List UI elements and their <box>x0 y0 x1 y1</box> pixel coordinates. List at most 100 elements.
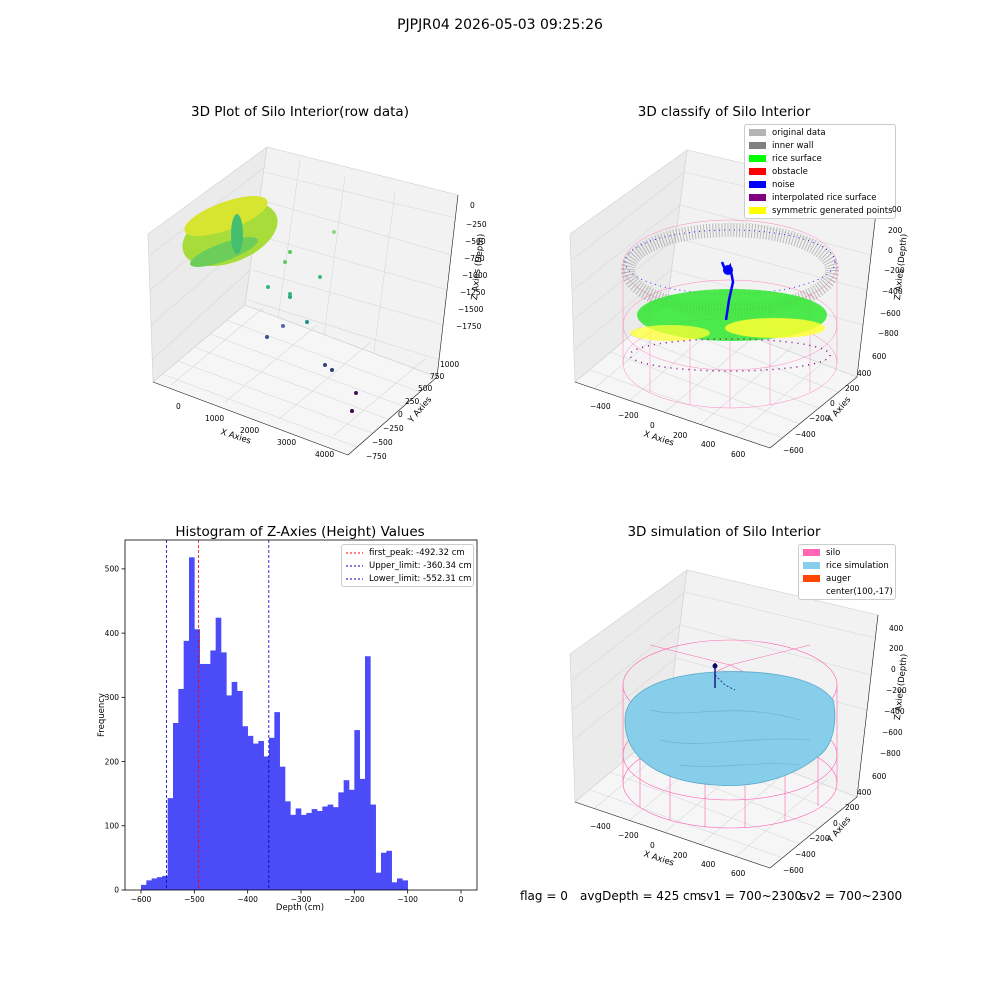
footer-avg-depth: avgDepth = 425 cm <box>580 889 702 903</box>
histogram-bar <box>349 789 355 890</box>
histogram-bar <box>226 695 232 890</box>
histogram-bar <box>258 741 264 890</box>
p2-interpolated-surface <box>629 338 831 372</box>
p2-legend: original data inner wall rice surface ob… <box>744 124 896 219</box>
legend-label: inner wall <box>772 140 814 151</box>
histogram-bar <box>167 798 174 890</box>
histogram-bar <box>151 878 158 890</box>
p4-auger <box>712 663 736 691</box>
p1-ytick: 250 <box>405 397 420 406</box>
x-tick-label: −600 <box>131 895 152 904</box>
p2-ztick: −600 <box>880 309 901 318</box>
x-tick-label: −100 <box>397 895 418 904</box>
p1-ytick: −500 <box>372 438 393 447</box>
swatch-center <box>803 588 820 595</box>
histogram-bar <box>333 807 339 890</box>
panel3-title: Histogram of Z-Axies (Height) Values <box>175 524 425 540</box>
p1-xtick: 0 <box>176 402 181 411</box>
legend-entry-inner-wall: inner wall <box>745 139 895 152</box>
p4-xtick: −200 <box>618 831 639 840</box>
p1-cloud-top <box>184 196 268 236</box>
histogram-bar <box>343 780 350 890</box>
legend-label: rice simulation <box>826 560 889 571</box>
histogram-bar <box>199 663 206 890</box>
p1-ztick: −1250 <box>460 288 486 297</box>
p1-ytick: −250 <box>383 424 404 433</box>
histogram-bar <box>402 880 408 890</box>
p2-ytick: 600 <box>872 352 887 361</box>
p4-ytick: 600 <box>872 772 887 781</box>
footer-sv2: sv2 = 700~2300 <box>800 889 903 903</box>
p4-ytick: −600 <box>783 866 804 875</box>
legend-dash-blue <box>346 578 363 579</box>
p4-ytick: 400 <box>857 788 872 797</box>
x-tick-label: −300 <box>291 895 312 904</box>
histogram-x-ticks: −600 −500 −400 −300 −200 −100 0 <box>131 890 464 904</box>
p4-ztick: −200 <box>886 686 907 695</box>
p1-ztick: −750 <box>464 254 485 263</box>
histogram-bar <box>375 872 382 890</box>
histogram-bar <box>247 735 254 890</box>
panel4-3d-plot <box>569 569 879 869</box>
p1-ytick: 1000 <box>440 360 460 369</box>
p4-ytick: 0 <box>833 819 838 828</box>
p2-ytick: 400 <box>857 369 872 378</box>
p1-xtick: 1000 <box>205 414 225 423</box>
p4-ytick: 200 <box>845 803 860 812</box>
histogram-bar <box>183 640 190 890</box>
histogram-bar <box>295 808 302 890</box>
panel2-title: 3D classify of Silo Interior <box>637 104 811 120</box>
panel1-title: 3D Plot of Silo Interior(row data) <box>191 104 409 120</box>
histogram-bar <box>381 852 387 890</box>
legend-entry-rice-simulation: rice simulation <box>799 559 895 572</box>
panel4-title: 3D simulation of Silo Interior <box>627 524 821 540</box>
p2-ztick: 0 <box>888 246 893 255</box>
legend-dash-red <box>346 552 363 553</box>
p1-ytick: 0 <box>398 410 403 419</box>
x-tick-label: 0 <box>459 895 464 904</box>
p2-xtick: 600 <box>731 450 746 459</box>
histogram-bar <box>231 681 238 890</box>
p4-xtick: 200 <box>673 851 688 860</box>
legend-entry-silo: silo <box>799 546 895 559</box>
histogram-bar <box>311 809 318 890</box>
legend-entry-lower-limit: Lower_limit: -552.31 cm <box>342 572 473 585</box>
p2-xtick: 400 <box>701 440 716 449</box>
legend-label: interpolated rice surface <box>772 192 877 203</box>
p1-ztick: −1500 <box>458 305 484 314</box>
histogram-bars <box>141 557 408 890</box>
p1-xtick: 3000 <box>277 438 297 447</box>
p2-xtick: 200 <box>673 431 688 440</box>
legend-entry-symmetric: symmetric generated points <box>745 204 895 217</box>
y-tick-label: 200 <box>105 757 120 766</box>
legend-label: Lower_limit: -552.31 cm <box>369 573 472 584</box>
p1-xtick: 2000 <box>240 426 260 435</box>
p2-ztick: −200 <box>884 266 905 275</box>
histogram-bar <box>194 629 200 890</box>
p2-ztick: −800 <box>878 329 899 338</box>
p2-ztick-partial: 00 <box>892 205 902 214</box>
p2-noise-cluster <box>723 265 733 275</box>
figure-title: PJPJR04 2026-05-03 09:25:26 <box>397 17 603 33</box>
p4-xtick: −400 <box>590 822 611 831</box>
swatch-obstacle <box>749 168 766 175</box>
x-tick-label: −200 <box>344 895 365 904</box>
swatch-rice-simulation <box>803 562 820 569</box>
swatch-symmetric <box>749 207 766 214</box>
hist-ylabel: Frequency <box>97 693 107 737</box>
p4-xtick: 600 <box>731 869 746 878</box>
histogram-bar <box>386 850 392 890</box>
histogram-bar <box>141 884 147 890</box>
y-tick-label: 400 <box>105 629 120 638</box>
p4-rice-texture <box>649 709 811 767</box>
histogram-chart: −600 −500 −400 −300 −200 −100 0 0 100 200 300 400 5… <box>105 539 478 904</box>
p4-ytick: −400 <box>795 850 816 859</box>
footer-sv1: sv1 = 700~2300 <box>700 889 803 903</box>
swatch-interpolated <box>749 194 766 201</box>
histogram-bar <box>391 882 398 890</box>
legend-entry-upper-limit: Upper_limit: -360.34 cm <box>342 559 473 572</box>
p2-ztick: 200 <box>888 226 903 235</box>
histogram-bar <box>338 792 344 890</box>
swatch-noise <box>749 181 766 188</box>
swatch-rice-surface <box>749 155 766 162</box>
